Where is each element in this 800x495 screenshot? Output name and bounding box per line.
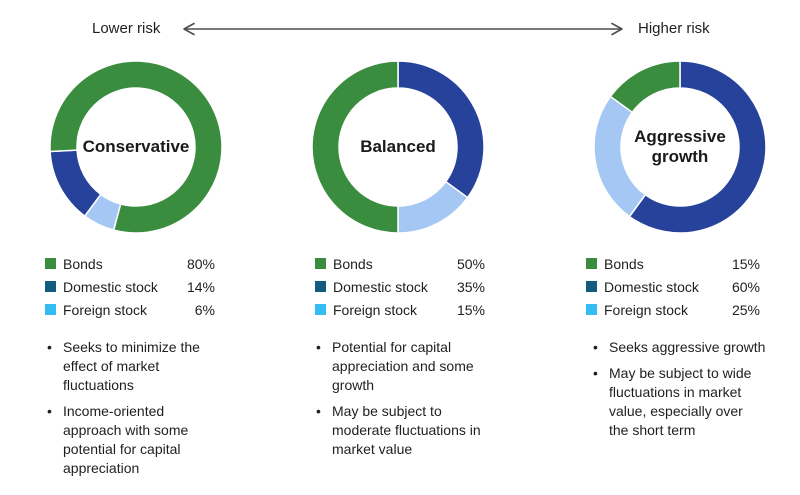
legend-value: 60% bbox=[731, 278, 760, 295]
legend-row: Foreign stock 15% bbox=[315, 298, 485, 321]
bonds-swatch-icon bbox=[45, 258, 56, 269]
domestic-segment bbox=[397, 60, 485, 199]
legend-value: 15% bbox=[456, 301, 485, 318]
legend-value: 15% bbox=[731, 255, 760, 272]
conservative-donut-chart: Conservative bbox=[49, 60, 223, 234]
aggressive-growth-legend: Bonds 15% Domestic stock 60% Foreign sto… bbox=[586, 252, 760, 321]
legend-row: Bonds 80% bbox=[45, 252, 215, 275]
list-item: • May be subject to moderate fluctuation… bbox=[314, 402, 509, 459]
legend-label: Foreign stock bbox=[63, 301, 148, 318]
bonds-segment bbox=[311, 60, 399, 234]
legend-label: Foreign stock bbox=[604, 301, 689, 318]
legend-value: 14% bbox=[186, 278, 215, 295]
legend-row: Bonds 15% bbox=[586, 252, 760, 275]
bullet-icon: • bbox=[593, 365, 598, 381]
conservative-bullet-list: • Seeks to minimize the effect of market… bbox=[45, 338, 240, 485]
bonds-segment bbox=[609, 60, 681, 114]
risk-direction-arrow-icon bbox=[183, 22, 623, 36]
legend-value: 6% bbox=[194, 301, 215, 318]
domestic-stock-swatch-icon bbox=[586, 281, 597, 292]
balanced-donut-svg bbox=[311, 60, 485, 234]
bullet-text: Seeks aggressive growth bbox=[609, 339, 766, 355]
legend-label: Bonds bbox=[604, 255, 644, 272]
bullet-icon: • bbox=[316, 339, 321, 355]
bonds-swatch-icon bbox=[315, 258, 326, 269]
balanced-legend: Bonds 50% Domestic stock 35% Foreign sto… bbox=[315, 252, 485, 321]
bonds-swatch-icon bbox=[586, 258, 597, 269]
list-item: • Seeks to minimize the effect of market… bbox=[45, 338, 240, 395]
lower-risk-label: Lower risk bbox=[92, 20, 161, 37]
bullet-icon: • bbox=[316, 403, 321, 419]
balanced-donut-chart: Balanced bbox=[311, 60, 485, 234]
legend-value: 35% bbox=[456, 278, 485, 295]
bullet-text: May be subject to moderate fluctuations … bbox=[332, 403, 481, 457]
bullet-text: Income-oriented approach with some poten… bbox=[63, 403, 189, 476]
foreign-segment bbox=[397, 180, 469, 234]
domestic-stock-swatch-icon bbox=[315, 281, 326, 292]
foreign-stock-swatch-icon bbox=[45, 304, 56, 315]
aggressive-growth-donut-chart: Aggressive growth bbox=[593, 60, 767, 234]
conservative-donut-svg bbox=[49, 60, 223, 234]
legend-row: Bonds 50% bbox=[315, 252, 485, 275]
bullet-icon: • bbox=[47, 403, 52, 419]
bullet-text: Seeks to minimize the effect of market f… bbox=[63, 339, 200, 393]
list-item: • Income-oriented approach with some pot… bbox=[45, 402, 240, 478]
legend-label: Domestic stock bbox=[604, 278, 699, 295]
legend-label: Domestic stock bbox=[333, 278, 428, 295]
legend-row: Foreign stock 6% bbox=[45, 298, 215, 321]
aggressive-growth-donut-svg bbox=[593, 60, 767, 234]
bullet-text: Potential for capital appreciation and s… bbox=[332, 339, 474, 393]
list-item: • Potential for capital appreciation and… bbox=[314, 338, 509, 395]
legend-row: Domestic stock 35% bbox=[315, 275, 485, 298]
legend-value: 80% bbox=[186, 255, 215, 272]
bullet-icon: • bbox=[47, 339, 52, 355]
legend-row: Domestic stock 60% bbox=[586, 275, 760, 298]
legend-value: 25% bbox=[731, 301, 760, 318]
foreign-stock-swatch-icon bbox=[586, 304, 597, 315]
foreign-segment bbox=[593, 95, 647, 218]
legend-label: Bonds bbox=[333, 255, 373, 272]
domestic-segment bbox=[628, 60, 767, 234]
foreign-stock-swatch-icon bbox=[315, 304, 326, 315]
legend-value: 50% bbox=[456, 255, 485, 272]
legend-label: Bonds bbox=[63, 255, 103, 272]
legend-label: Domestic stock bbox=[63, 278, 158, 295]
list-item: • Seeks aggressive growth bbox=[591, 338, 786, 357]
legend-label: Foreign stock bbox=[333, 301, 418, 318]
balanced-bullet-list: • Potential for capital appreciation and… bbox=[314, 338, 509, 466]
bonds-segment bbox=[49, 60, 223, 234]
conservative-legend: Bonds 80% Domestic stock 14% Foreign sto… bbox=[45, 252, 215, 321]
domestic-stock-swatch-icon bbox=[45, 281, 56, 292]
aggressive-growth-bullet-list: • Seeks aggressive growth • May be subje… bbox=[591, 338, 786, 447]
legend-row: Domestic stock 14% bbox=[45, 275, 215, 298]
bullet-text: May be subject to wide fluctuations in m… bbox=[609, 365, 752, 438]
higher-risk-label: Higher risk bbox=[638, 20, 710, 37]
bullet-icon: • bbox=[593, 339, 598, 355]
legend-row: Foreign stock 25% bbox=[586, 298, 760, 321]
list-item: • May be subject to wide fluctuations in… bbox=[591, 364, 786, 440]
